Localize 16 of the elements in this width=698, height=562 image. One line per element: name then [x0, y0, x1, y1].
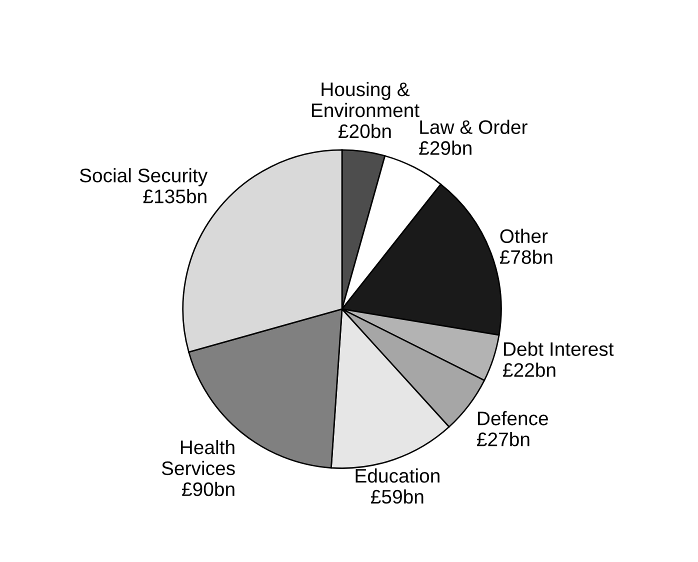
slice-label: Law & Order [420, 120, 528, 134]
data-label: £90bn [182, 482, 234, 496]
data-label: £27bn [476, 432, 530, 446]
slice-label: Other [500, 228, 548, 244]
slice-label: Social Security [80, 168, 208, 186]
slice-label: Debt Interest [504, 342, 614, 356]
data-label: £78bn [500, 250, 552, 264]
data-label: £59bn [370, 489, 424, 504]
slice-label: Defence [478, 411, 548, 426]
data-label: £22bn [503, 362, 556, 377]
data-label: £29bn [419, 140, 472, 155]
data-label: £135bn [143, 189, 206, 204]
slice-label: Health Services [162, 440, 235, 476]
data-label: £20bn [338, 124, 391, 138]
slice-label: Housing & Environment [312, 82, 420, 118]
slice-label: Education [356, 468, 440, 483]
